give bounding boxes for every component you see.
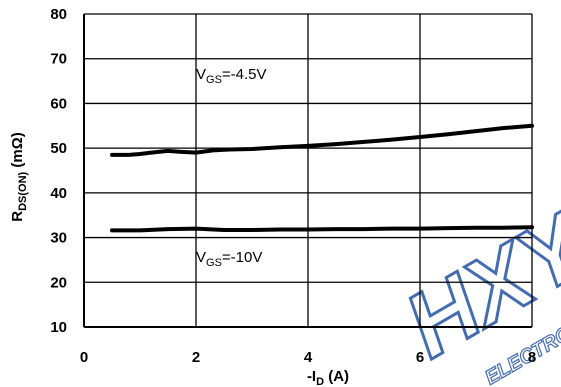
y-tick-label: 60 xyxy=(50,95,67,112)
series-annotation-2: VGS=-10V xyxy=(196,249,262,269)
series-annotation-1: VGS=-4.5V xyxy=(196,66,267,86)
series-line-1 xyxy=(110,123,534,157)
annotations: VGS=-4.5V VGS=-10V xyxy=(196,66,267,269)
y-tick-label: 80 xyxy=(50,6,67,23)
x-tick-label: 2 xyxy=(192,349,200,366)
y-tick-label: 10 xyxy=(50,319,67,336)
y-tick-label: 20 xyxy=(50,274,67,291)
series-line-2 xyxy=(110,225,534,233)
x-tick-label: 0 xyxy=(80,349,88,366)
y-tick-label: 50 xyxy=(50,140,67,157)
tick-labels: 10 20 30 40 50 60 70 80 0 2 4 6 8 xyxy=(50,6,536,366)
y-tick-label: 40 xyxy=(50,185,67,202)
grid-lines xyxy=(83,13,533,328)
x-tick-label: 4 xyxy=(304,349,313,366)
y-tick-label: 70 xyxy=(50,51,67,68)
y-tick-label: 30 xyxy=(50,230,67,247)
series-lines xyxy=(110,123,534,233)
x-tick-label: 6 xyxy=(416,349,424,366)
x-tick-label: 8 xyxy=(528,349,536,366)
y-axis-title: RDS(ON) (mΩ) xyxy=(9,132,29,221)
x-axis-title: -ID (A) xyxy=(307,368,349,387)
